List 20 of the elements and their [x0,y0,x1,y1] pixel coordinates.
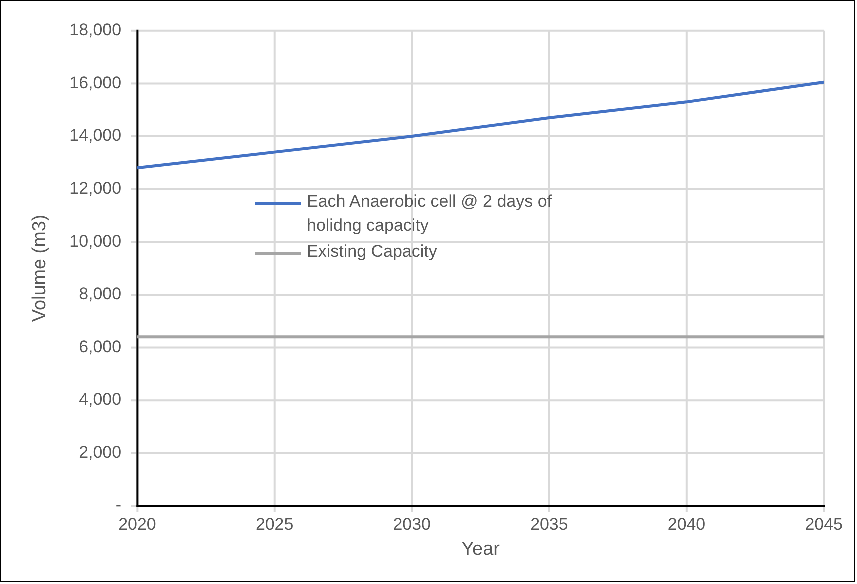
y-axis-title: Volume (m3) [30,214,51,322]
x-tick-label: 2045 [805,514,843,534]
y-tick-label: 2,000 [79,442,122,462]
x-tick-label: 2030 [393,514,431,534]
x-axis-title: Year [462,538,500,560]
x-tick-label: 2020 [118,514,156,534]
x-tick-label: 2025 [256,514,294,534]
y-tick-label: 10,000 [70,232,122,251]
y-tick-label: - [116,496,122,515]
y-tick-label: 6,000 [79,337,122,356]
y-tick-label: 14,000 [70,126,122,146]
x-tick-label: 2035 [530,514,568,534]
y-tick-label: 18,000 [70,20,122,40]
legend-label: Each Anaerobic cell @ 2 days of holidng capacity [307,191,554,237]
y-tick-label: 4,000 [79,390,122,410]
legend-label: Existing Capacity [307,241,438,263]
x-tick-label: 2040 [668,514,706,534]
y-tick-label: 12,000 [70,178,122,198]
y-tick-label: 8,000 [79,284,122,304]
y-tick-label: 16,000 [70,73,122,92]
